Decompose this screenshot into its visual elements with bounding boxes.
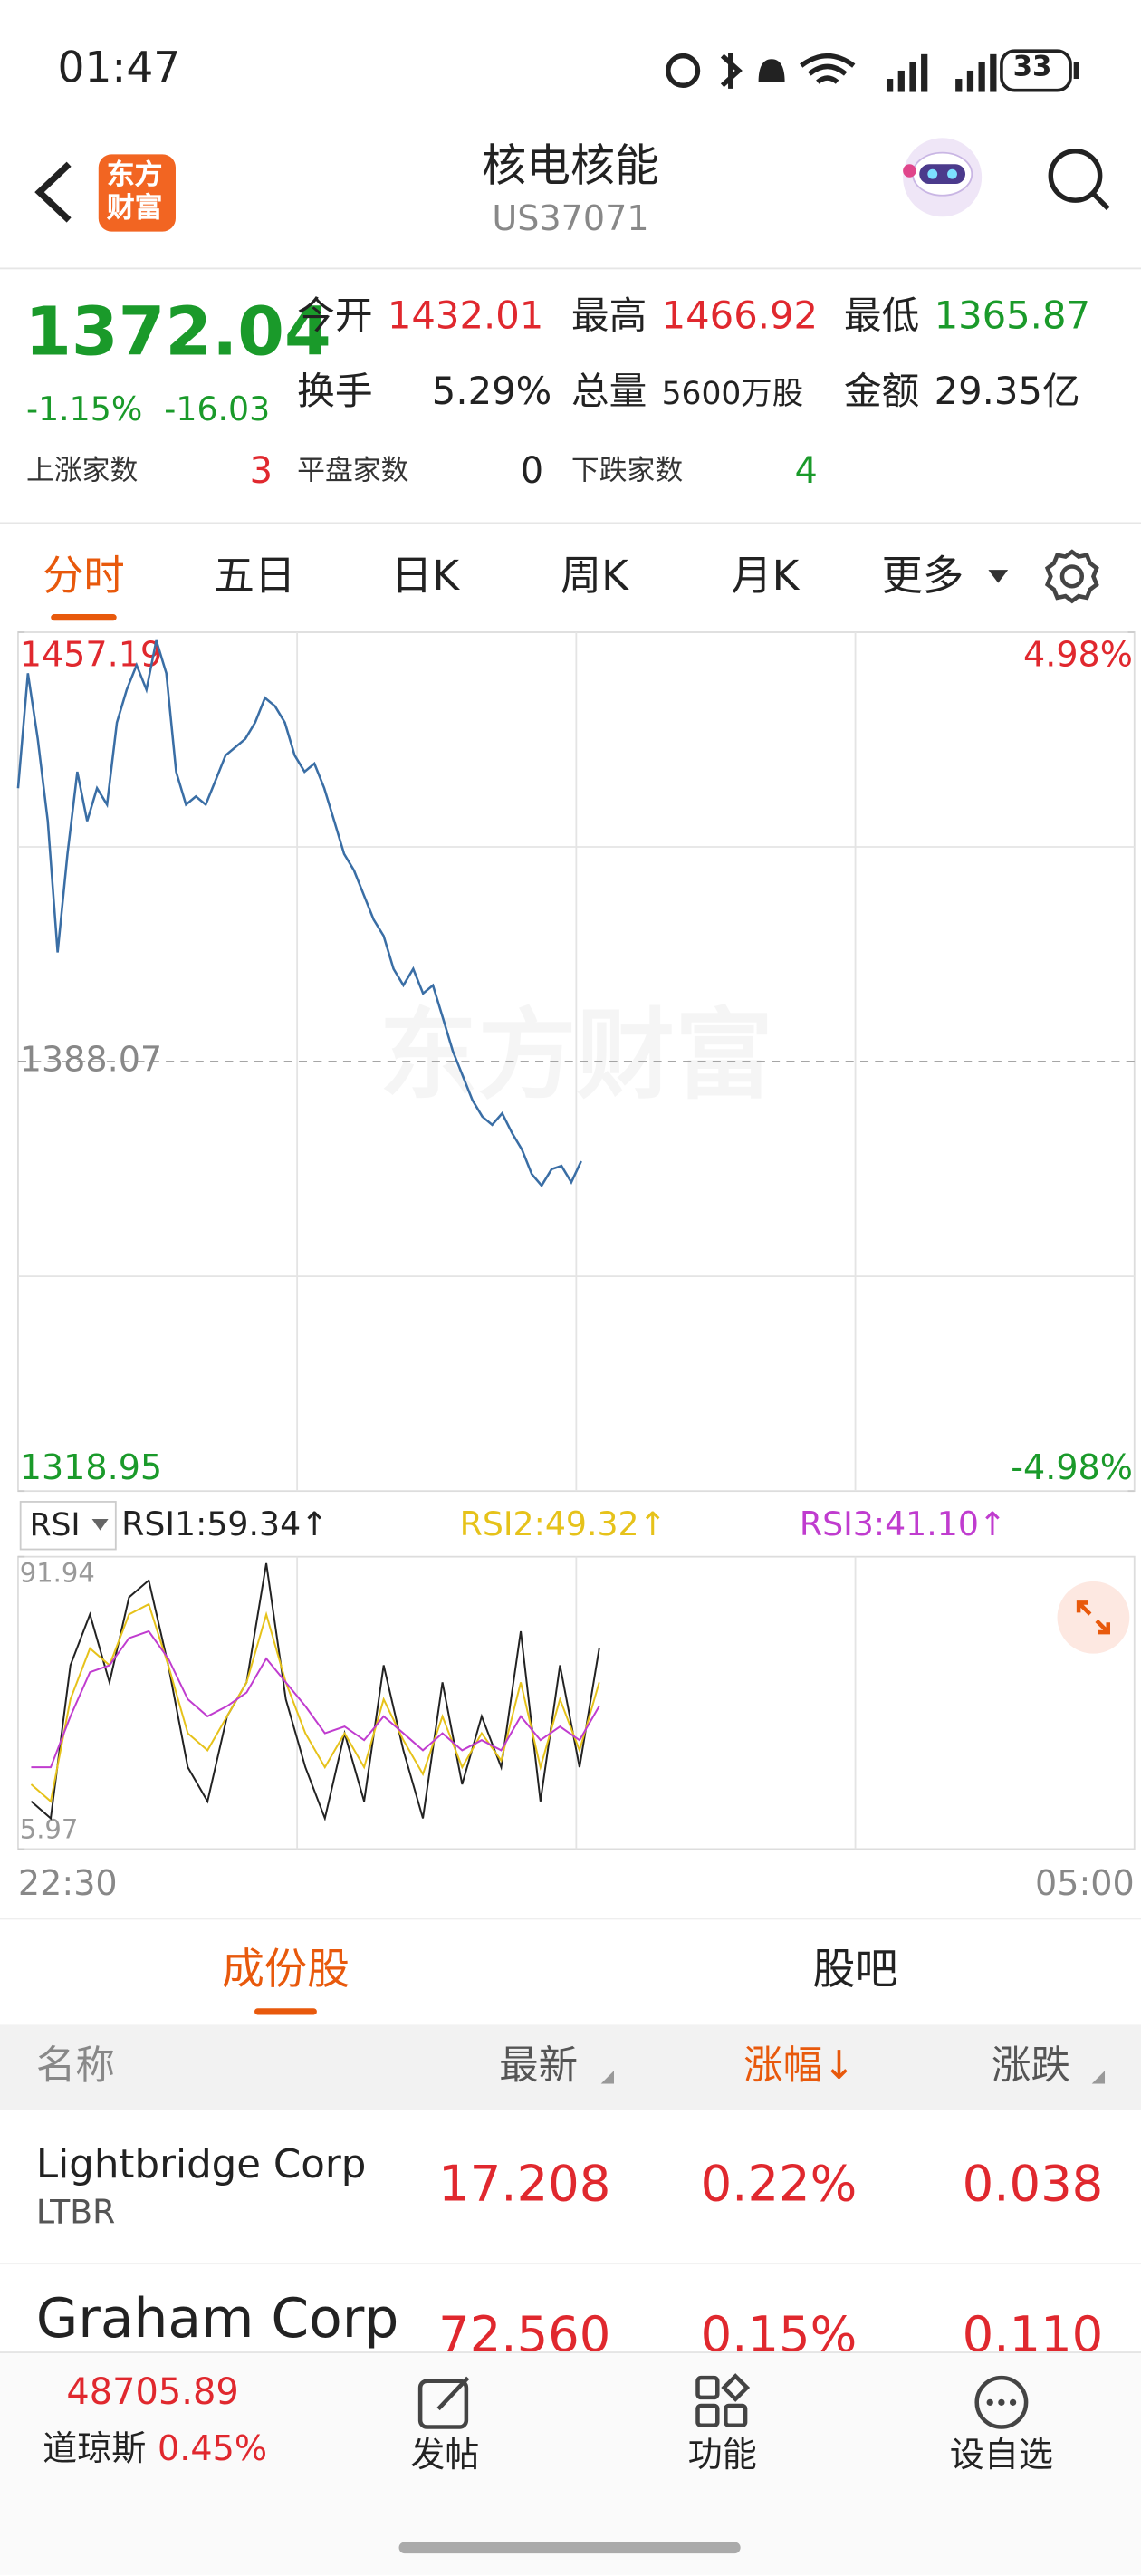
index-name[interactable]: 道琼斯 [43, 2428, 147, 2468]
settings-button[interactable] [1044, 549, 1100, 605]
y-tick-label: 1388.07 [20, 1040, 162, 1080]
change-percent: 0.22% [700, 2156, 858, 2214]
y-tick-label: 5.97 [20, 1813, 79, 1844]
y-tick-label: 91.94 [20, 1558, 95, 1589]
app-logo[interactable]: 东方 财富 [98, 154, 176, 232]
column-header[interactable]: 涨跌 [992, 2043, 1071, 2090]
tab-indicator [51, 614, 117, 621]
sort-icon [600, 2071, 615, 2084]
status-icons [666, 49, 1079, 92]
divider [0, 267, 1141, 270]
legend-entry: RSI1:59.34↑ [121, 1504, 329, 1544]
chart-area: 东方财富 1318.951388.071457.19-4.98%4.98%5.9… [16, 631, 1136, 1903]
watchlist-icon [974, 2375, 1029, 2429]
last-price: 17.208 [438, 2156, 611, 2214]
function-icon [695, 2373, 751, 2427]
change-amount: 0.038 [962, 2156, 1104, 2214]
nav-button[interactable]: 功能 [687, 2435, 757, 2475]
dropdown-arrow [988, 570, 1009, 583]
period-tab[interactable]: 日K [391, 552, 460, 600]
tab-indicator [254, 2008, 317, 2015]
search-button[interactable] [1044, 145, 1113, 214]
change-percent: -1.15% [26, 389, 143, 429]
x-axis-label: 22:30 [18, 1863, 118, 1903]
period-tab[interactable]: 五日 [213, 552, 296, 600]
logo-text: 东方 [106, 159, 163, 193]
stock-name: Graham Corp [35, 2285, 399, 2350]
stat-value: 5.29% [431, 370, 552, 414]
post-icon [417, 2376, 470, 2429]
breadth-value: 4 [794, 451, 818, 493]
y-tick-label: 1318.95 [20, 1447, 162, 1487]
rsi-line [30, 1562, 600, 1821]
legend-entry: RSI2:49.32↑ [459, 1504, 667, 1544]
expand-button[interactable] [1056, 1580, 1131, 1655]
stat-label: 最低 [843, 295, 920, 339]
stock-code: US37071 [492, 198, 649, 238]
nav-button[interactable]: 发帖 [410, 2435, 480, 2475]
divider [0, 522, 1141, 524]
assistant-avatar[interactable] [896, 131, 989, 224]
stock-code: LTBR [35, 2192, 116, 2232]
breadth-value: 3 [249, 451, 273, 493]
column-header[interactable]: 涨幅↓ [743, 2043, 856, 2090]
divider [0, 1918, 1141, 1920]
nav-button[interactable]: 设自选 [949, 2435, 1054, 2475]
period-tab[interactable]: 分时 [43, 552, 125, 600]
legend-entry: RSI3:41.10↑ [799, 1504, 1007, 1544]
column-header[interactable]: 最新 [499, 2043, 579, 2090]
stat-value: 5600万股 [661, 376, 804, 413]
stat-value: 1466.92 [661, 295, 819, 339]
breadth-value: 0 [520, 451, 544, 493]
stat-label: 金额 [843, 370, 920, 414]
stock-name: Lightbridge Corp [35, 2141, 367, 2187]
home-indicator [398, 2542, 741, 2554]
y2-tick-label: 4.98% [1023, 635, 1133, 675]
list-tab-active[interactable]: 成份股 [221, 1946, 350, 1995]
period-tab[interactable]: 更多 [881, 552, 964, 600]
indicator-select[interactable]: RSI [19, 1501, 117, 1551]
stat-label: 今开 [297, 295, 373, 339]
back-button[interactable] [30, 159, 79, 226]
rsi-line [31, 1629, 600, 1769]
dropdown-arrow [91, 1518, 109, 1531]
index-change[interactable]: 0.45% [158, 2428, 268, 2468]
bottom-bar: 48705.89 道琼斯 0.45% 发帖 功能 设自选 [0, 2351, 1141, 2575]
breadth-label: 下跌家数 [570, 455, 684, 488]
change-amount: -16.03 [164, 389, 271, 429]
stat-value: 29.35亿 [934, 370, 1080, 414]
breadth-label: 平盘家数 [297, 455, 409, 488]
price-line [16, 639, 582, 1188]
index-value[interactable]: 48705.89 [66, 2372, 239, 2415]
period-tab[interactable]: 周K [560, 552, 628, 600]
breadth-label: 上涨家数 [26, 455, 139, 488]
stat-value: 1432.01 [387, 295, 544, 339]
stat-label: 换手 [297, 370, 373, 414]
stat-label: 最高 [570, 295, 647, 339]
y-tick-label: 1457.19 [20, 635, 162, 675]
stat-value: 1365.87 [934, 295, 1091, 339]
page-title: 核电核能 [482, 140, 659, 193]
list-tab[interactable]: 股吧 [812, 1946, 898, 1995]
y2-tick-label: -4.98% [1011, 1447, 1133, 1487]
battery-level: 33 [1012, 51, 1052, 84]
indicator-name: RSI [29, 1507, 81, 1544]
last-price: 1372.04 [24, 292, 331, 371]
status-time: 01:47 [57, 43, 181, 94]
x-axis-label: 05:00 [1035, 1863, 1135, 1903]
column-header[interactable]: 名称 [35, 2043, 115, 2090]
table-header: 名称 最新 涨幅↓ 涨跌 [0, 2024, 1141, 2110]
sort-icon [1091, 2071, 1106, 2084]
period-tab[interactable]: 月K [731, 552, 800, 600]
rsi-line [30, 1602, 600, 1803]
stat-label: 总量 [570, 370, 647, 414]
logo-text: 财富 [106, 192, 163, 226]
divider [0, 2263, 1141, 2265]
